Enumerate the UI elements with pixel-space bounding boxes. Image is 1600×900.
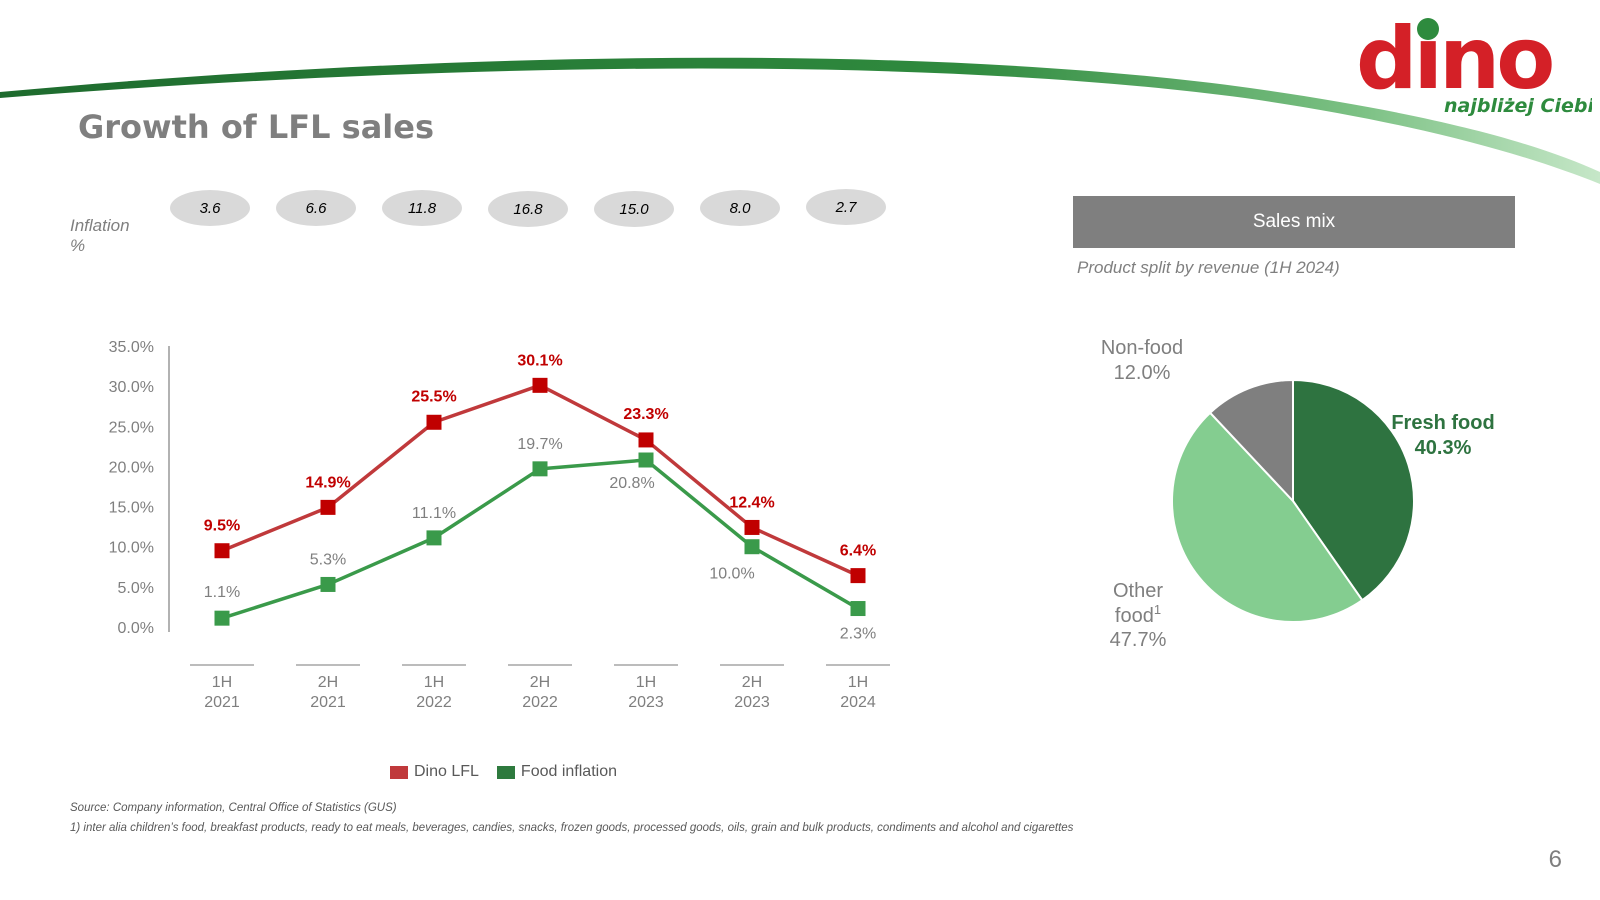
- pie-value-other-food: 47.7%: [1110, 629, 1167, 651]
- footnote: 1) inter alia children’s food, breakfast…: [70, 822, 1074, 834]
- food-inflation-point: [426, 530, 442, 546]
- sales-mix-subtitle: Product split by revenue (1H 2024): [1077, 258, 1340, 277]
- x-tick-label: 2022: [522, 694, 558, 711]
- legend-item-dino: Dino LFL: [390, 763, 479, 781]
- footnote-marker: 1: [1154, 602, 1161, 617]
- inflation-pill: 11.8: [382, 190, 462, 226]
- x-tick-label: 2023: [628, 694, 664, 711]
- sales-mix-header: Sales mix: [1073, 196, 1515, 248]
- y-tick-label: 30.0%: [109, 379, 154, 396]
- food-inflation-point: [744, 539, 760, 555]
- chart-legend: Dino LFL Food inflation: [390, 763, 617, 781]
- svg-text:najbliżej Ciebie: najbliżej Ciebie: [1444, 95, 1592, 117]
- dino-lfl-point: [638, 432, 654, 448]
- x-tick-label: 2024: [840, 694, 876, 711]
- food-inflation-data-label: 19.7%: [517, 436, 562, 453]
- food-inflation-point: [638, 452, 654, 468]
- legend-swatch-red: [390, 765, 408, 779]
- dino-lfl-point: [320, 499, 336, 515]
- y-tick-label: 25.0%: [109, 419, 154, 436]
- food-inflation-point: [320, 576, 336, 592]
- legend-label: Dino LFL: [414, 763, 479, 780]
- dino-logo: dino najbliżej Ciebie: [1356, 9, 1592, 117]
- dino-lfl-data-label: 6.4%: [840, 543, 876, 560]
- dino-lfl-point: [532, 377, 548, 393]
- legend-label: Food inflation: [520, 763, 617, 780]
- x-tick-label: 2H: [530, 674, 550, 691]
- y-tick-label: 20.0%: [109, 459, 154, 476]
- dino-lfl-data-label: 14.9%: [305, 474, 350, 491]
- legend-item-food: Food inflation: [496, 763, 617, 781]
- legend-swatch-green: [496, 765, 515, 779]
- y-tick-label: 5.0%: [118, 580, 154, 597]
- dino-lfl-data-label: 25.5%: [411, 388, 456, 405]
- inflation-pill: 3.6: [170, 190, 250, 226]
- pie-label-non-food: Non-food: [1101, 337, 1183, 359]
- y-tick-label: 15.0%: [109, 500, 154, 517]
- source-note: Source: Company information, Central Off…: [70, 802, 397, 814]
- inflation-pill: 2.7: [806, 189, 886, 225]
- inflation-pill: 15.0: [594, 191, 674, 227]
- food-inflation-point: [532, 461, 548, 477]
- x-tick-label: 2023: [734, 694, 770, 711]
- page-title: Growth of LFL sales: [78, 108, 434, 146]
- dino-lfl-data-label: 23.3%: [623, 406, 668, 423]
- food-inflation-data-label: 5.3%: [310, 551, 346, 568]
- x-tick-label: 2021: [310, 694, 346, 711]
- food-inflation-data-label: 10.0%: [709, 566, 754, 583]
- food-inflation-data-label: 11.1%: [412, 505, 456, 522]
- x-tick-label: 1H: [212, 674, 232, 691]
- pie-value-fresh-food: 40.3%: [1415, 437, 1472, 459]
- dino-lfl-data-label: 30.1%: [517, 352, 562, 369]
- header-swoosh: [0, 57, 1600, 184]
- x-tick-label: 1H: [424, 674, 444, 691]
- inflation-label-unit: %: [70, 236, 86, 255]
- dino-lfl-point: [744, 519, 760, 535]
- lfl-line-chart: 35.0% 30.0% 25.0% 20.0% 15.0% 10.0% 5.0% 0.0% 1H…: [109, 339, 890, 711]
- x-tick-label: 2021: [204, 694, 240, 711]
- sales-mix-pie-chart: Fresh food 40.3% Non-food 12.0% Otherfood147…: [1101, 337, 1495, 651]
- inflation-pill: 16.8: [488, 191, 568, 227]
- dino-lfl-point: [214, 543, 230, 559]
- pie-value-non-food: 12.0%: [1114, 362, 1171, 384]
- pie-slice-other-food: [1171, 411, 1364, 623]
- x-tick-label: 2H: [742, 674, 762, 691]
- inflation-pill: 8.0: [700, 190, 780, 226]
- inflation-pill: 6.6: [276, 190, 356, 226]
- y-tick-label: 0.0%: [118, 620, 154, 637]
- page-number: 6: [1548, 846, 1562, 873]
- svg-text:dino: dino: [1356, 9, 1552, 109]
- x-tick-label: 1H: [636, 674, 656, 691]
- pie-label-other-food: Other: [1113, 580, 1163, 602]
- pie-slice-non-food: [1208, 378, 1294, 504]
- dino-lfl-data-label: 12.4%: [729, 494, 774, 511]
- food-inflation-data-label: 2.3%: [840, 626, 876, 643]
- dino-lfl-point: [850, 568, 866, 584]
- dino-lfl-data-label: 9.5%: [204, 518, 240, 535]
- x-tick-label: 2022: [416, 694, 452, 711]
- dino-lfl-point: [426, 414, 442, 430]
- y-tick-label: 35.0%: [109, 339, 154, 356]
- pie-label-fresh-food: Fresh food: [1391, 412, 1494, 434]
- inflation-label: Inflation %: [70, 216, 160, 256]
- inflation-label-text: Inflation: [70, 216, 130, 235]
- x-tick-label: 2H: [318, 674, 338, 691]
- y-tick-label: 10.0%: [109, 540, 154, 557]
- food-inflation-point: [214, 610, 230, 626]
- food-inflation-data-label: 1.1%: [204, 584, 240, 601]
- pie-label-other-food-line2: food1: [1115, 602, 1161, 627]
- x-tick-label: 1H: [848, 674, 868, 691]
- pie-slice-fresh-food: [1292, 378, 1415, 602]
- food-inflation-data-label: 20.8%: [609, 475, 654, 492]
- food-inflation-point: [850, 601, 866, 617]
